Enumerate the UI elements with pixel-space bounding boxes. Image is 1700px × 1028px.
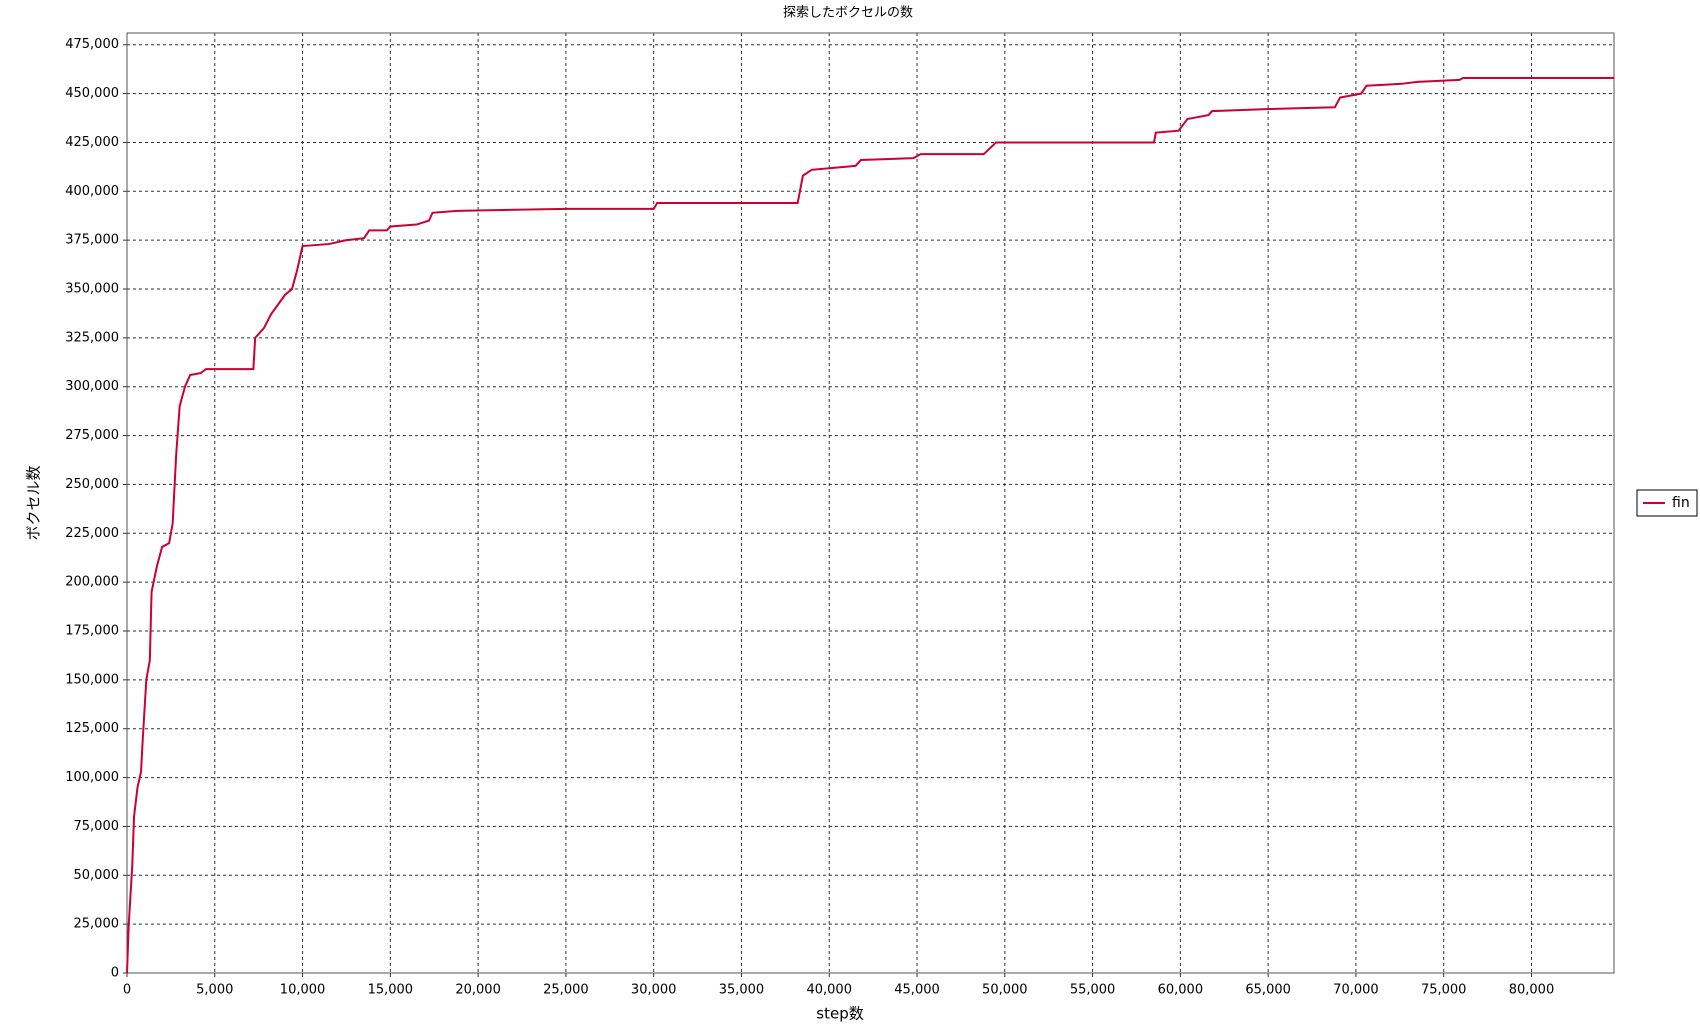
y-tick-label: 0 [111,966,119,981]
x-tick-label: 25,000 [543,983,589,998]
x-tick-label: 45,000 [894,983,940,998]
x-tick-label: 5,000 [196,983,233,998]
y-tick-label: 75,000 [74,819,120,834]
y-tick-label: 450,000 [65,86,119,101]
y-tick-label: 400,000 [65,184,119,199]
y-tick-label: 125,000 [65,721,119,736]
legend-label: fin [1672,495,1690,511]
x-tick-label: 65,000 [1245,983,1291,998]
x-axis-label: step数 [816,1005,863,1023]
x-tick-label: 20,000 [455,983,501,998]
y-tick-label: 175,000 [65,624,119,639]
x-tick-label: 30,000 [631,983,677,998]
y-tick-label: 350,000 [65,282,119,297]
y-tick-label: 300,000 [65,379,119,394]
y-axis-label: ボクセル数 [25,465,43,540]
x-tick-label: 60,000 [1158,983,1204,998]
y-tick-label: 475,000 [65,37,119,52]
y-tick-label: 50,000 [74,868,120,883]
x-tick-label: 55,000 [1070,983,1116,998]
y-tick-label: 150,000 [65,672,119,687]
line [126,76,1614,974]
y-tick-label: 100,000 [65,770,119,785]
x-tick-label: 15,000 [368,983,414,998]
x-tick-label: 75,000 [1421,983,1467,998]
y-tick-label: 375,000 [65,233,119,248]
plot-frame [126,32,1615,974]
y-tick-label: 275,000 [65,428,119,443]
x-tick-label: 80,000 [1509,983,1555,998]
y-tick-label: 325,000 [65,330,119,345]
x-tick-label: 10,000 [280,983,326,998]
y-tick-label: 200,000 [65,575,119,590]
x-tick-label: 50,000 [982,983,1028,998]
y-tick-label: 250,000 [65,477,119,492]
x-tick-label: 70,000 [1333,983,1379,998]
y-tick-label: 25,000 [74,917,120,932]
chart-title: 探索したボクセルの数 [783,6,913,21]
x-tick-label: 35,000 [719,983,765,998]
y-tick-label: 425,000 [65,135,119,150]
x-tick-label: 40,000 [806,983,852,998]
x-tick-label: 0 [123,983,131,998]
y-tick-label: 225,000 [65,526,119,541]
